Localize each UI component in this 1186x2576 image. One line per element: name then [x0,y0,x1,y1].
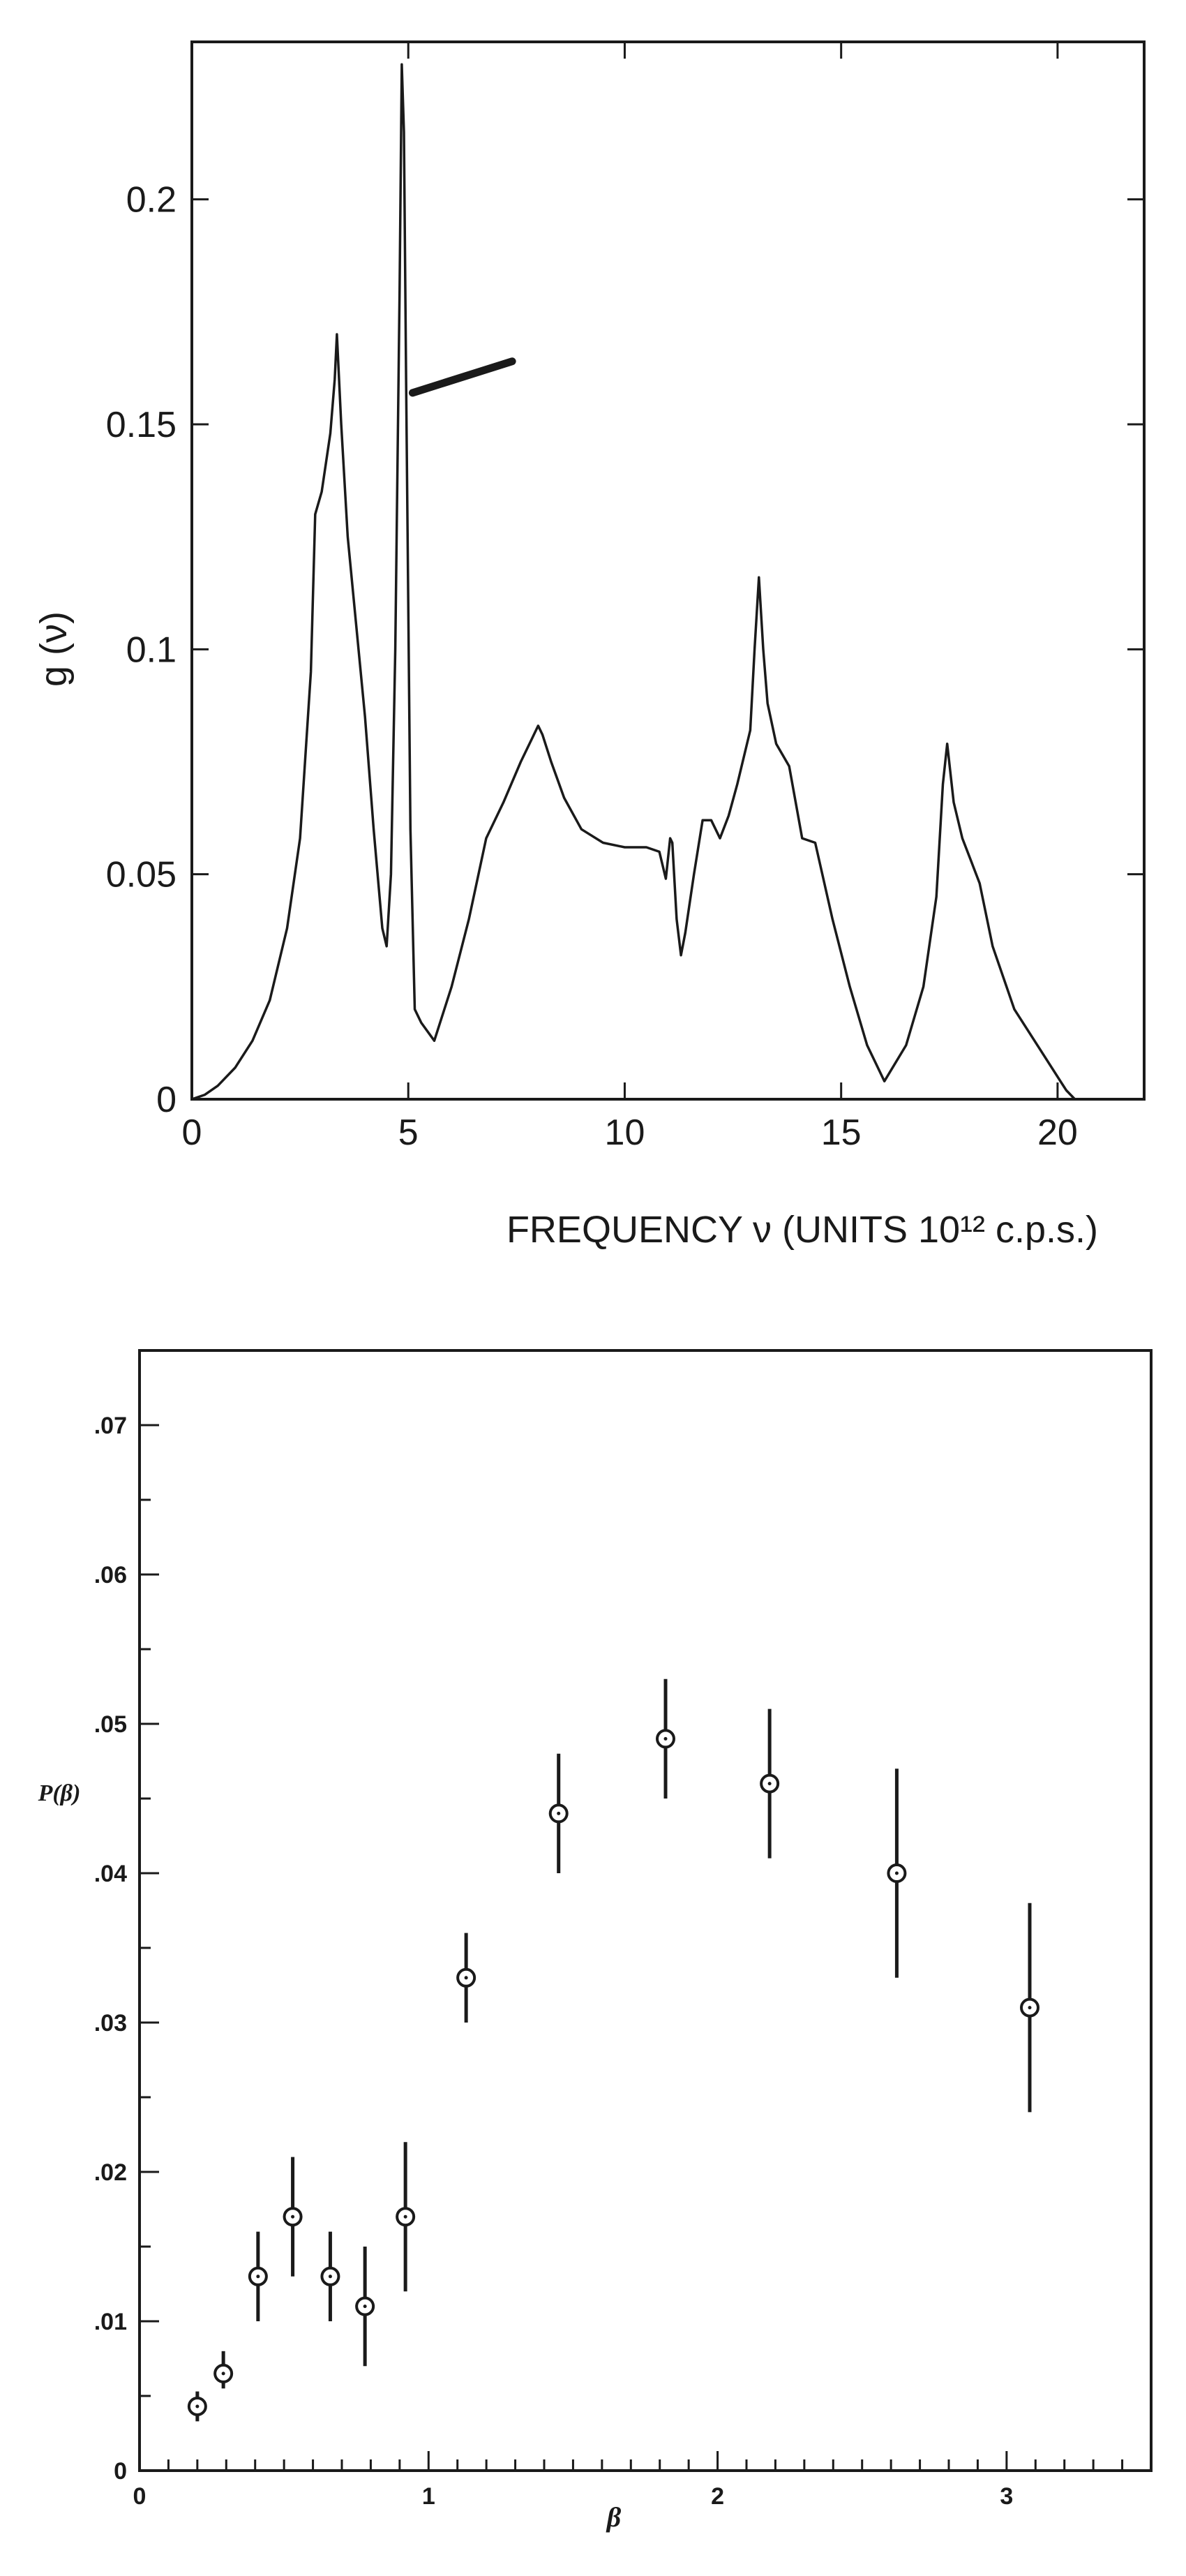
point-center [403,2214,407,2219]
y-tick-label: 0 [114,2458,127,2485]
data-point [396,2142,416,2292]
x-tick-label: 1 [422,2483,435,2510]
x-tick-label: 5 [398,1112,419,1153]
data-point [760,1708,780,1859]
data-point [248,2231,268,2321]
y-tick-labels: 0 0.05 0.1 0.15 0.2 [106,180,177,1120]
plot-border [190,40,1146,1101]
y-tick-label: .03 [94,2010,127,2037]
data-point [187,2391,207,2422]
x-tick-label: 10 [605,1112,645,1153]
y-axis-label: P(β) [38,1780,81,1806]
data-point [320,2231,340,2321]
series-line [191,63,1076,1101]
axis-ticks [138,1349,1153,2472]
x-tick-label: 0 [133,2483,147,2510]
y-tick-label: 0 [156,1080,177,1120]
x-tick-label: 3 [1000,2483,1013,2510]
data-point [1020,1903,1039,2113]
annotation-bar [408,357,516,397]
p-beta-chart: 0 1 2 3 0 .01 .02 .03 .04 .05 .06 .07 β P(β) [38,1349,1153,2533]
point-center [221,2372,225,2376]
point-center [256,2275,260,2279]
x-tick-label: 15 [821,1112,862,1153]
point-center [464,1976,468,1980]
data-point [283,2157,303,2277]
plot-border [138,1349,1153,2472]
data-point [548,1753,569,1873]
y-axis-label: g (ν) [33,611,75,687]
axis-ticks [190,42,1144,1101]
point-center [291,2214,295,2219]
point-center [328,2275,332,2279]
y-tick-label: 0.05 [106,855,177,895]
point-center [557,1811,561,1815]
y-tick-label: 0.2 [126,180,177,221]
y-tick-label: .06 [94,1562,127,1588]
y-tick-label: .04 [94,1861,127,1887]
data-points [187,1678,1039,2422]
x-tick-label: 0 [182,1112,202,1153]
point-center [363,2305,367,2309]
annotations [408,357,516,397]
frequency-distribution-chart: 0 5 10 15 20 0 0.05 0.1 0.15 0.2 FREQUENCY ν (UN… [33,40,1146,1251]
y-tick-label: 0.15 [106,405,177,445]
y-tick-label: .07 [94,1413,127,1439]
y-tick-label: .01 [94,2309,127,2335]
x-tick-labels: 0 5 10 15 20 [182,1112,1078,1153]
point-center [894,1871,899,1875]
data-point [656,1678,675,1799]
plot-frame [190,40,1146,1101]
x-axis-label: β [606,2501,622,2533]
y-tick-labels: 0 .01 .02 .03 .04 .05 .06 .07 [94,1413,127,2485]
plot-frame [138,1349,1153,2472]
point-center [1028,2006,1032,2010]
y-tick-label: .05 [94,1711,127,1738]
series [191,63,1076,1101]
data-point [456,1933,476,2023]
x-axis-label: FREQUENCY ν (UNITS 10¹² c.p.s.) [506,1209,1098,1251]
y-tick-label: .02 [94,2159,127,2186]
x-tick-labels: 0 1 2 3 [133,2483,1014,2510]
x-tick-label: 2 [711,2483,724,2510]
data-point [213,2351,234,2389]
point-center [195,2404,200,2409]
y-tick-label: 0.1 [126,630,177,670]
point-center [767,1782,772,1786]
x-tick-label: 20 [1037,1112,1078,1153]
point-center [663,1736,668,1741]
data-point [355,2247,375,2367]
data-point [887,1769,907,1978]
